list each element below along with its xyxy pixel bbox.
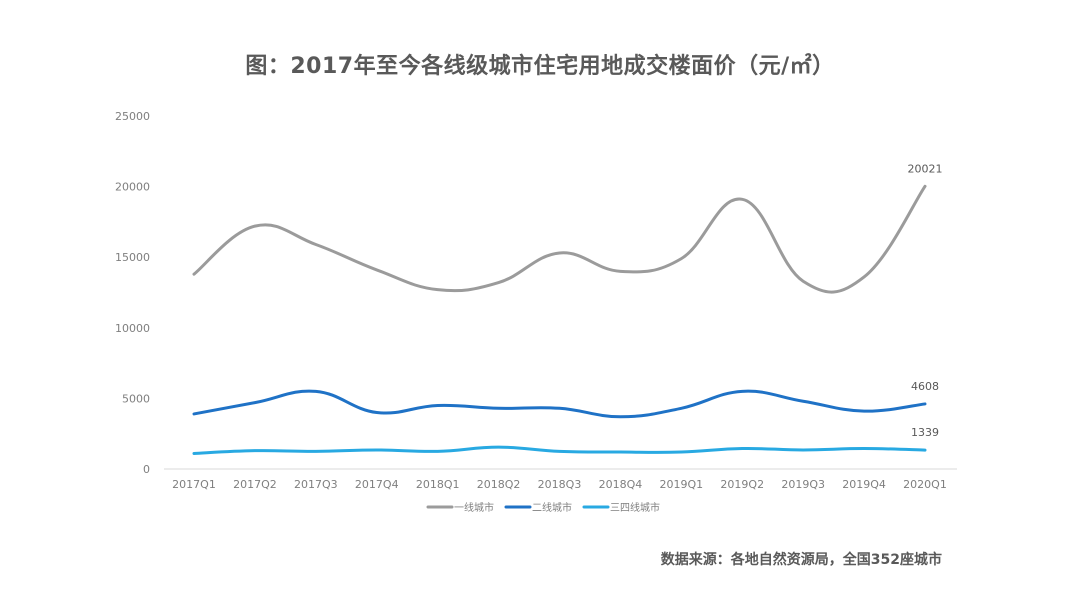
data-point (740, 197, 744, 201)
data-label: 1339 (911, 426, 939, 439)
data-point (436, 449, 440, 453)
data-label: 20021 (908, 162, 943, 175)
x-tick-label: 2017Q1 (172, 478, 216, 491)
data-point (862, 409, 866, 413)
y-tick-label: 5000 (122, 392, 150, 405)
x-tick-label: 2020Q1 (903, 478, 947, 491)
x-tick-label: 2018Q3 (538, 478, 582, 491)
data-point (558, 251, 562, 255)
data-label: 4608 (911, 380, 939, 393)
x-tick-label: 2018Q2 (477, 478, 521, 491)
legend-label: 二线城市 (532, 501, 572, 514)
data-point (618, 269, 622, 273)
x-tick-label: 2019Q4 (842, 478, 886, 491)
legend-label: 一线城市 (454, 501, 494, 514)
data-point (801, 448, 805, 452)
data-point (253, 449, 257, 453)
y-tick-label: 20000 (115, 181, 150, 194)
data-point (558, 449, 562, 453)
y-tick-label: 10000 (115, 322, 150, 335)
x-tick-label: 2018Q1 (416, 478, 460, 491)
data-point (740, 447, 744, 451)
data-point (192, 272, 196, 276)
data-point (497, 445, 501, 449)
data-point (679, 257, 683, 261)
chart-title: 图：2017年至今各线级城市住宅用地成交楼面价（元/㎡） (245, 54, 835, 79)
data-point (923, 184, 927, 188)
x-tick-label: 2017Q4 (355, 478, 399, 491)
data-point (436, 403, 440, 407)
legend: 一线城市 二线城市 三四线城市 (426, 501, 660, 514)
data-point (497, 406, 501, 410)
series-line-3 (192, 445, 927, 455)
data-point (192, 412, 196, 416)
data-point (740, 389, 744, 393)
series-layer: 20021 4608 1339 (192, 162, 943, 455)
data-point (679, 450, 683, 454)
data-point (801, 279, 805, 283)
data-point (375, 411, 379, 415)
x-tick-label: 2019Q3 (781, 478, 825, 491)
x-tick-label: 2018Q4 (599, 478, 643, 491)
data-point (375, 268, 379, 272)
x-tick-label: 2017Q3 (294, 478, 338, 491)
data-point (314, 389, 318, 393)
data-point (497, 281, 501, 285)
x-tick-label: 2017Q2 (233, 478, 277, 491)
data-point (679, 406, 683, 410)
x-tick-label: 2019Q1 (660, 478, 704, 491)
data-point (618, 415, 622, 419)
data-point (923, 402, 927, 406)
data-point (253, 401, 257, 405)
data-point (253, 224, 257, 228)
data-point (314, 449, 318, 453)
series-line-1 (192, 184, 927, 294)
data-point (192, 451, 196, 455)
legend-label: 三四线城市 (610, 501, 660, 514)
data-point (862, 275, 866, 279)
data-point (862, 447, 866, 451)
data-point (314, 242, 318, 246)
series-line-2 (192, 389, 927, 419)
x-tick-label: 2019Q2 (720, 478, 764, 491)
data-point (923, 448, 927, 452)
y-tick-label: 25000 (115, 110, 150, 123)
data-point (801, 399, 805, 403)
data-point (618, 450, 622, 454)
data-point (558, 406, 562, 410)
data-point (375, 448, 379, 452)
y-tick-label: 0 (143, 463, 150, 476)
y-tick-label: 15000 (115, 251, 150, 264)
axis-layer: 0 5000 10000 15000 20000 25000 2017Q1 2017Q2 201… (115, 110, 957, 491)
data-point (436, 288, 440, 292)
data-source-note: 数据来源：各地自然资源局，全国352座城市 (660, 552, 942, 568)
